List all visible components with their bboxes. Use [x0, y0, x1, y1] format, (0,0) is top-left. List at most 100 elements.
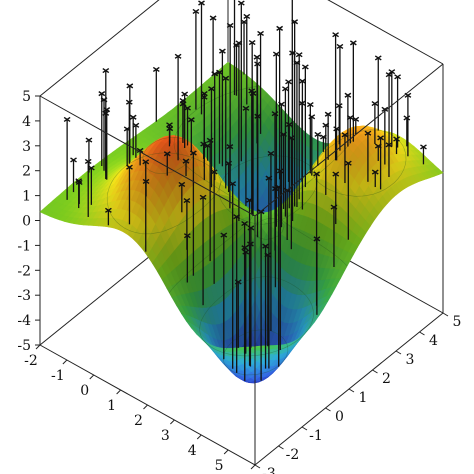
stem-cap: [181, 91, 189, 97]
x-tick: [223, 449, 229, 455]
contour-line: [169, 85, 354, 293]
stem-marker: [388, 69, 396, 147]
stem-marker: [243, 13, 251, 105]
stem-marker: [403, 115, 411, 147]
stem-cap: [142, 159, 150, 165]
stem-cap: [206, 137, 214, 143]
stem-cap: [166, 126, 174, 132]
stem-marker: [242, 105, 250, 207]
stem-marker: [178, 181, 186, 213]
stem-marker: [132, 122, 140, 158]
stem-cap: [166, 122, 173, 128]
stem-marker: [233, 0, 236, 96]
stem-cap: [344, 92, 352, 98]
stem-marker: [349, 40, 357, 142]
stem-cap: [385, 72, 393, 78]
stem-cap: [226, 144, 234, 150]
stem-marker: [332, 32, 339, 161]
stem-cap: [314, 131, 322, 138]
stem-marker: [220, 232, 228, 360]
y-tick-label: 4: [429, 333, 438, 349]
stem-marker: [126, 164, 133, 225]
z-tick-label: 2: [22, 164, 31, 180]
stem-cap: [237, 0, 245, 6]
stem-cap: [199, 194, 207, 200]
x-tick: [170, 419, 175, 425]
stem-cap: [330, 204, 338, 210]
stem-marker: [192, 8, 200, 110]
z-tick-label: 1: [22, 189, 31, 205]
stem-cap: [374, 55, 382, 61]
stem-cap: [248, 39, 256, 46]
stem-marker: [234, 279, 242, 348]
stem-cap: [282, 86, 289, 92]
stem-marker: [209, 15, 217, 76]
stem-marker: [330, 204, 338, 268]
stem-cap: [253, 54, 261, 60]
stem-cap: [393, 136, 400, 142]
axis-ticks: [35, 95, 449, 470]
stem-cap: [126, 164, 133, 170]
stem-marker: [371, 100, 379, 144]
stem-cap: [285, 121, 293, 128]
stem-cap: [152, 66, 160, 72]
stem-marker: [332, 171, 340, 225]
stem-cap: [349, 40, 357, 46]
stem-marker: [226, 144, 234, 209]
surface-patch: [250, 345, 260, 348]
x-axis-tick-labels: -2-10123456: [24, 353, 250, 474]
stem-marker: [163, 151, 171, 176]
stem-cap: [241, 245, 249, 251]
stem-cap: [254, 61, 261, 67]
x-tick: [35, 344, 41, 350]
y-tick-label: 5: [453, 314, 462, 330]
stem-marker: [249, 90, 257, 216]
stem-cap: [84, 158, 92, 165]
stem-marker: [394, 74, 401, 148]
z-tick-label: 4: [22, 114, 31, 130]
z-tick-label: -1: [17, 238, 31, 254]
stem-cap: [105, 207, 112, 213]
stem-cap: [187, 117, 195, 123]
stem-marker: [103, 107, 111, 180]
stem-cap: [420, 144, 427, 150]
stem-cap: [285, 79, 292, 85]
stem-cap: [87, 165, 95, 171]
x-tick-label: 0: [80, 383, 89, 399]
stem-marker: [200, 141, 208, 159]
stem-marker: [324, 111, 332, 160]
stem-marker: [295, 52, 303, 200]
stem-cap: [257, 30, 264, 37]
x-tick-label: -1: [51, 368, 65, 384]
z-tick-label: 3: [22, 139, 31, 155]
z-tick-label: 0: [22, 214, 31, 230]
stem-cap: [132, 122, 140, 128]
stem-marker: [262, 243, 269, 369]
frame-edge-front-4: [254, 63, 444, 217]
stem-cap: [75, 178, 83, 184]
x-tick-label: 2: [134, 413, 143, 429]
stem-marker: [242, 249, 250, 354]
x-tick: [116, 389, 121, 395]
stem-cap: [229, 181, 237, 187]
y-tick: [348, 388, 355, 393]
x-tick-label: 1: [107, 398, 116, 414]
stem-cap: [243, 13, 251, 20]
stem-cap: [242, 105, 250, 111]
stem-marker: [385, 72, 393, 148]
stem-marker: [306, 101, 314, 174]
stem-marker: [276, 25, 284, 180]
z-axis-tick-labels: -5 -4 -3 -2 -1 0 1 2 3 4 5: [17, 89, 31, 354]
z-tick-label: -2: [17, 263, 31, 279]
stem-marker: [166, 126, 174, 144]
stem-marker: [181, 91, 189, 149]
stem-cap: [182, 158, 190, 164]
stem-cap: [226, 22, 234, 29]
stem-marker: [136, 147, 144, 166]
stem-cap: [63, 116, 71, 122]
stem-marker: [142, 178, 150, 197]
stem-cap: [179, 97, 187, 104]
stem-cap: [208, 86, 215, 92]
